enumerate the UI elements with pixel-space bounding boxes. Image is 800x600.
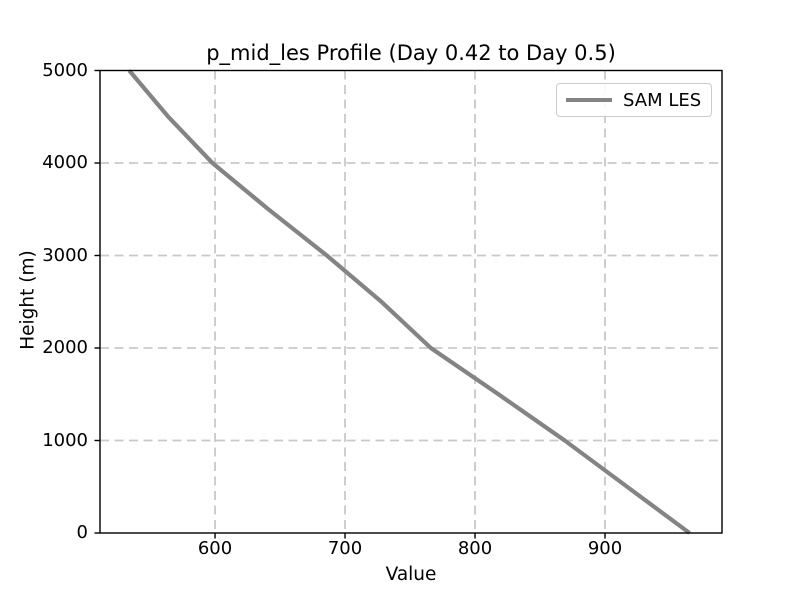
- y-tick-label: 1000: [42, 429, 88, 451]
- legend-line-sample: [566, 97, 612, 103]
- axes-spines-layer: [99, 69, 723, 534]
- y-tick-label: 4000: [42, 152, 88, 173]
- data-series-layer: [127, 69, 691, 535]
- series-line: [127, 69, 691, 535]
- y-tick-label: 3000: [42, 244, 88, 266]
- gridlines-layer: [100, 70, 722, 533]
- x-tick-label: 700: [327, 538, 363, 559]
- x-tick-label: 600: [197, 538, 233, 559]
- chart-title: p_mid_les Profile (Day 0.42 to Day 0.5): [206, 41, 616, 65]
- x-tick-label: 800: [457, 538, 493, 559]
- x-tick-label: 900: [587, 538, 623, 559]
- axes-frame: [99, 69, 723, 534]
- y-tick-label: 0: [76, 522, 88, 543]
- y-tick-label: 5000: [42, 59, 88, 81]
- legend: SAM LES: [556, 83, 713, 117]
- x-axis-label: Value: [385, 564, 437, 585]
- y-tick-label: 2000: [42, 337, 88, 358]
- legend-label: SAM LES: [623, 89, 702, 111]
- tick-marks-layer: [94, 69, 606, 539]
